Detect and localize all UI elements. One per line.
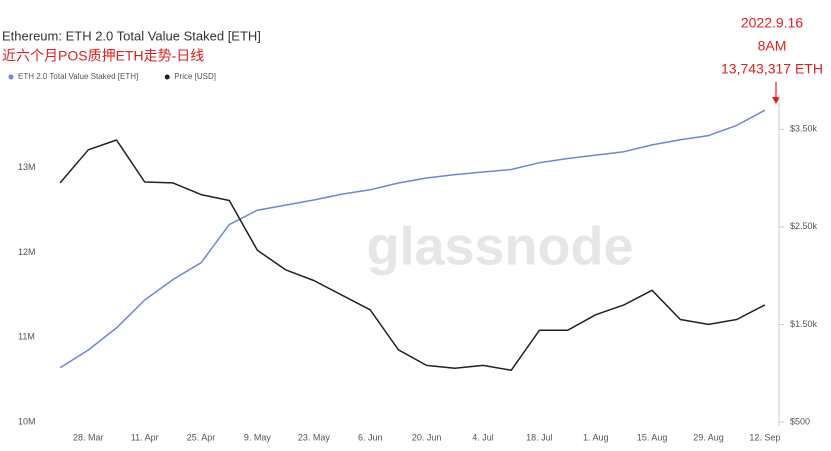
y-tick-label: 13M <box>18 162 36 172</box>
y2-tick-label: $3.50k <box>790 124 818 134</box>
watermark: glassnode <box>366 216 633 276</box>
y2-tick-label: $2.50k <box>790 221 818 231</box>
x-tick-label: 12. Sep <box>749 432 780 442</box>
x-tick-label: 18. Jul <box>526 432 553 442</box>
x-tick-label: 15. Aug <box>637 432 668 442</box>
annotation: 13,743,317 ETH <box>721 61 823 77</box>
annotation: 2022.9.16 <box>741 15 803 31</box>
x-tick-label: 23. May <box>298 432 331 442</box>
x-tick-label: 20. Jun <box>412 432 442 442</box>
x-tick-label: 9. May <box>244 432 272 442</box>
legend-marker <box>8 74 14 80</box>
x-tick-label: 6. Jun <box>358 432 383 442</box>
legend-marker <box>164 74 170 80</box>
chart-title: Ethereum: ETH 2.0 Total Value Staked [ET… <box>2 28 261 43</box>
x-tick-label: 11. Apr <box>131 432 159 442</box>
legend-label: ETH 2.0 Total Value Staked [ETH] <box>18 72 138 81</box>
y-tick-label: 11M <box>18 332 35 342</box>
y2-tick-label: $1.50k <box>790 319 818 329</box>
x-tick-label: 29. Aug <box>693 432 724 442</box>
x-tick-label: 1. Aug <box>583 432 609 442</box>
y-tick-label: 12M <box>18 247 36 257</box>
y-tick-label: 10M <box>18 416 36 426</box>
series-line <box>59 139 766 372</box>
series-line <box>59 109 766 369</box>
x-tick-label: 28. Mar <box>73 432 104 442</box>
y2-tick-label: $500 <box>790 416 810 426</box>
legend-label: Price [USD] <box>174 72 216 81</box>
annotation: 8AM <box>758 38 787 54</box>
chart-subtitle: 近六个月POS质押ETH走势-日线 <box>2 48 204 64</box>
annotation-arrowhead <box>772 97 780 104</box>
x-tick-label: 4. Jul <box>472 432 494 442</box>
x-tick-label: 25. Apr <box>187 432 216 442</box>
